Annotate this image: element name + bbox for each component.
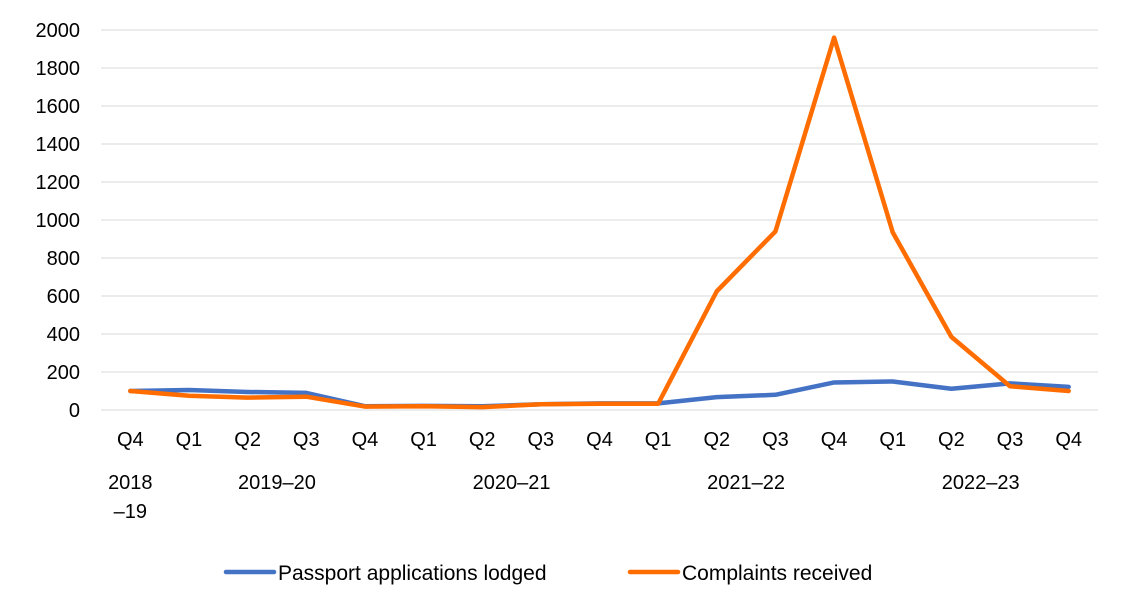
x-tick-label: Q4: [352, 429, 379, 451]
x-tick-label: Q2: [469, 429, 496, 451]
x-tick-label: Q3: [293, 429, 320, 451]
y-tick-label: 2000: [36, 20, 81, 42]
y-tick-label: 1200: [36, 172, 81, 194]
legend-label: Complaints received: [682, 562, 872, 585]
x-year-label: –19: [114, 501, 147, 523]
x-tick-label: Q3: [997, 429, 1024, 451]
y-tick-label: 1400: [36, 134, 81, 156]
y-tick-label: 200: [47, 362, 80, 384]
x-tick-label: Q2: [703, 429, 730, 451]
series-points-1: [130, 37, 1069, 408]
x-tick-label: Q1: [879, 429, 906, 451]
x-year-label: 2018: [108, 472, 153, 494]
x-tick-label: Q4: [586, 429, 613, 451]
y-axis-tick-labels: 0 200 400 600 800 1000 1200 1400 1600 1800 2000: [36, 20, 81, 422]
x-tick-label: Q1: [410, 429, 437, 451]
x-year-label: 2020–21: [473, 472, 551, 494]
y-tick-label: 1600: [36, 96, 81, 118]
x-tick-label: Q4: [1055, 429, 1082, 451]
legend-label: Passport applications lodged: [278, 562, 547, 585]
x-tick-label: Q2: [234, 429, 261, 451]
x-tick-label: Q4: [821, 429, 848, 451]
x-axis-tick-labels: Q4 Q1 Q2 Q3 Q4 Q1 Q2 Q3 Q4 Q1 Q2 Q3 Q4 Q1 Q2 Q3 Q4: [117, 429, 1082, 451]
series-line-complaints: [128, 35, 1071, 410]
y-tick-label: 800: [47, 248, 80, 270]
series-lines: [128, 35, 1071, 410]
x-tick-label: Q2: [938, 429, 965, 451]
y-tick-label: 1800: [36, 58, 81, 80]
y-tick-label: 400: [47, 324, 80, 346]
y-tick-label: 0: [69, 400, 80, 422]
x-axis-year-labels: 2018 –19 2019–20 2020–21 2021–22 2022–23: [108, 472, 1020, 523]
x-tick-label: Q4: [117, 429, 144, 451]
y-tick-label: 600: [47, 286, 80, 308]
gridlines: [101, 29, 1098, 411]
legend: Passport applications lodged Complaints r…: [223, 562, 872, 585]
x-tick-label: Q1: [645, 429, 672, 451]
x-year-label: 2019–20: [238, 472, 316, 494]
x-year-label: 2022–23: [942, 472, 1020, 494]
x-year-label: 2021–22: [707, 472, 785, 494]
y-tick-label: 1000: [36, 210, 81, 232]
x-tick-label: Q3: [762, 429, 789, 451]
x-tick-label: Q1: [176, 429, 203, 451]
x-tick-label: Q3: [528, 429, 555, 451]
